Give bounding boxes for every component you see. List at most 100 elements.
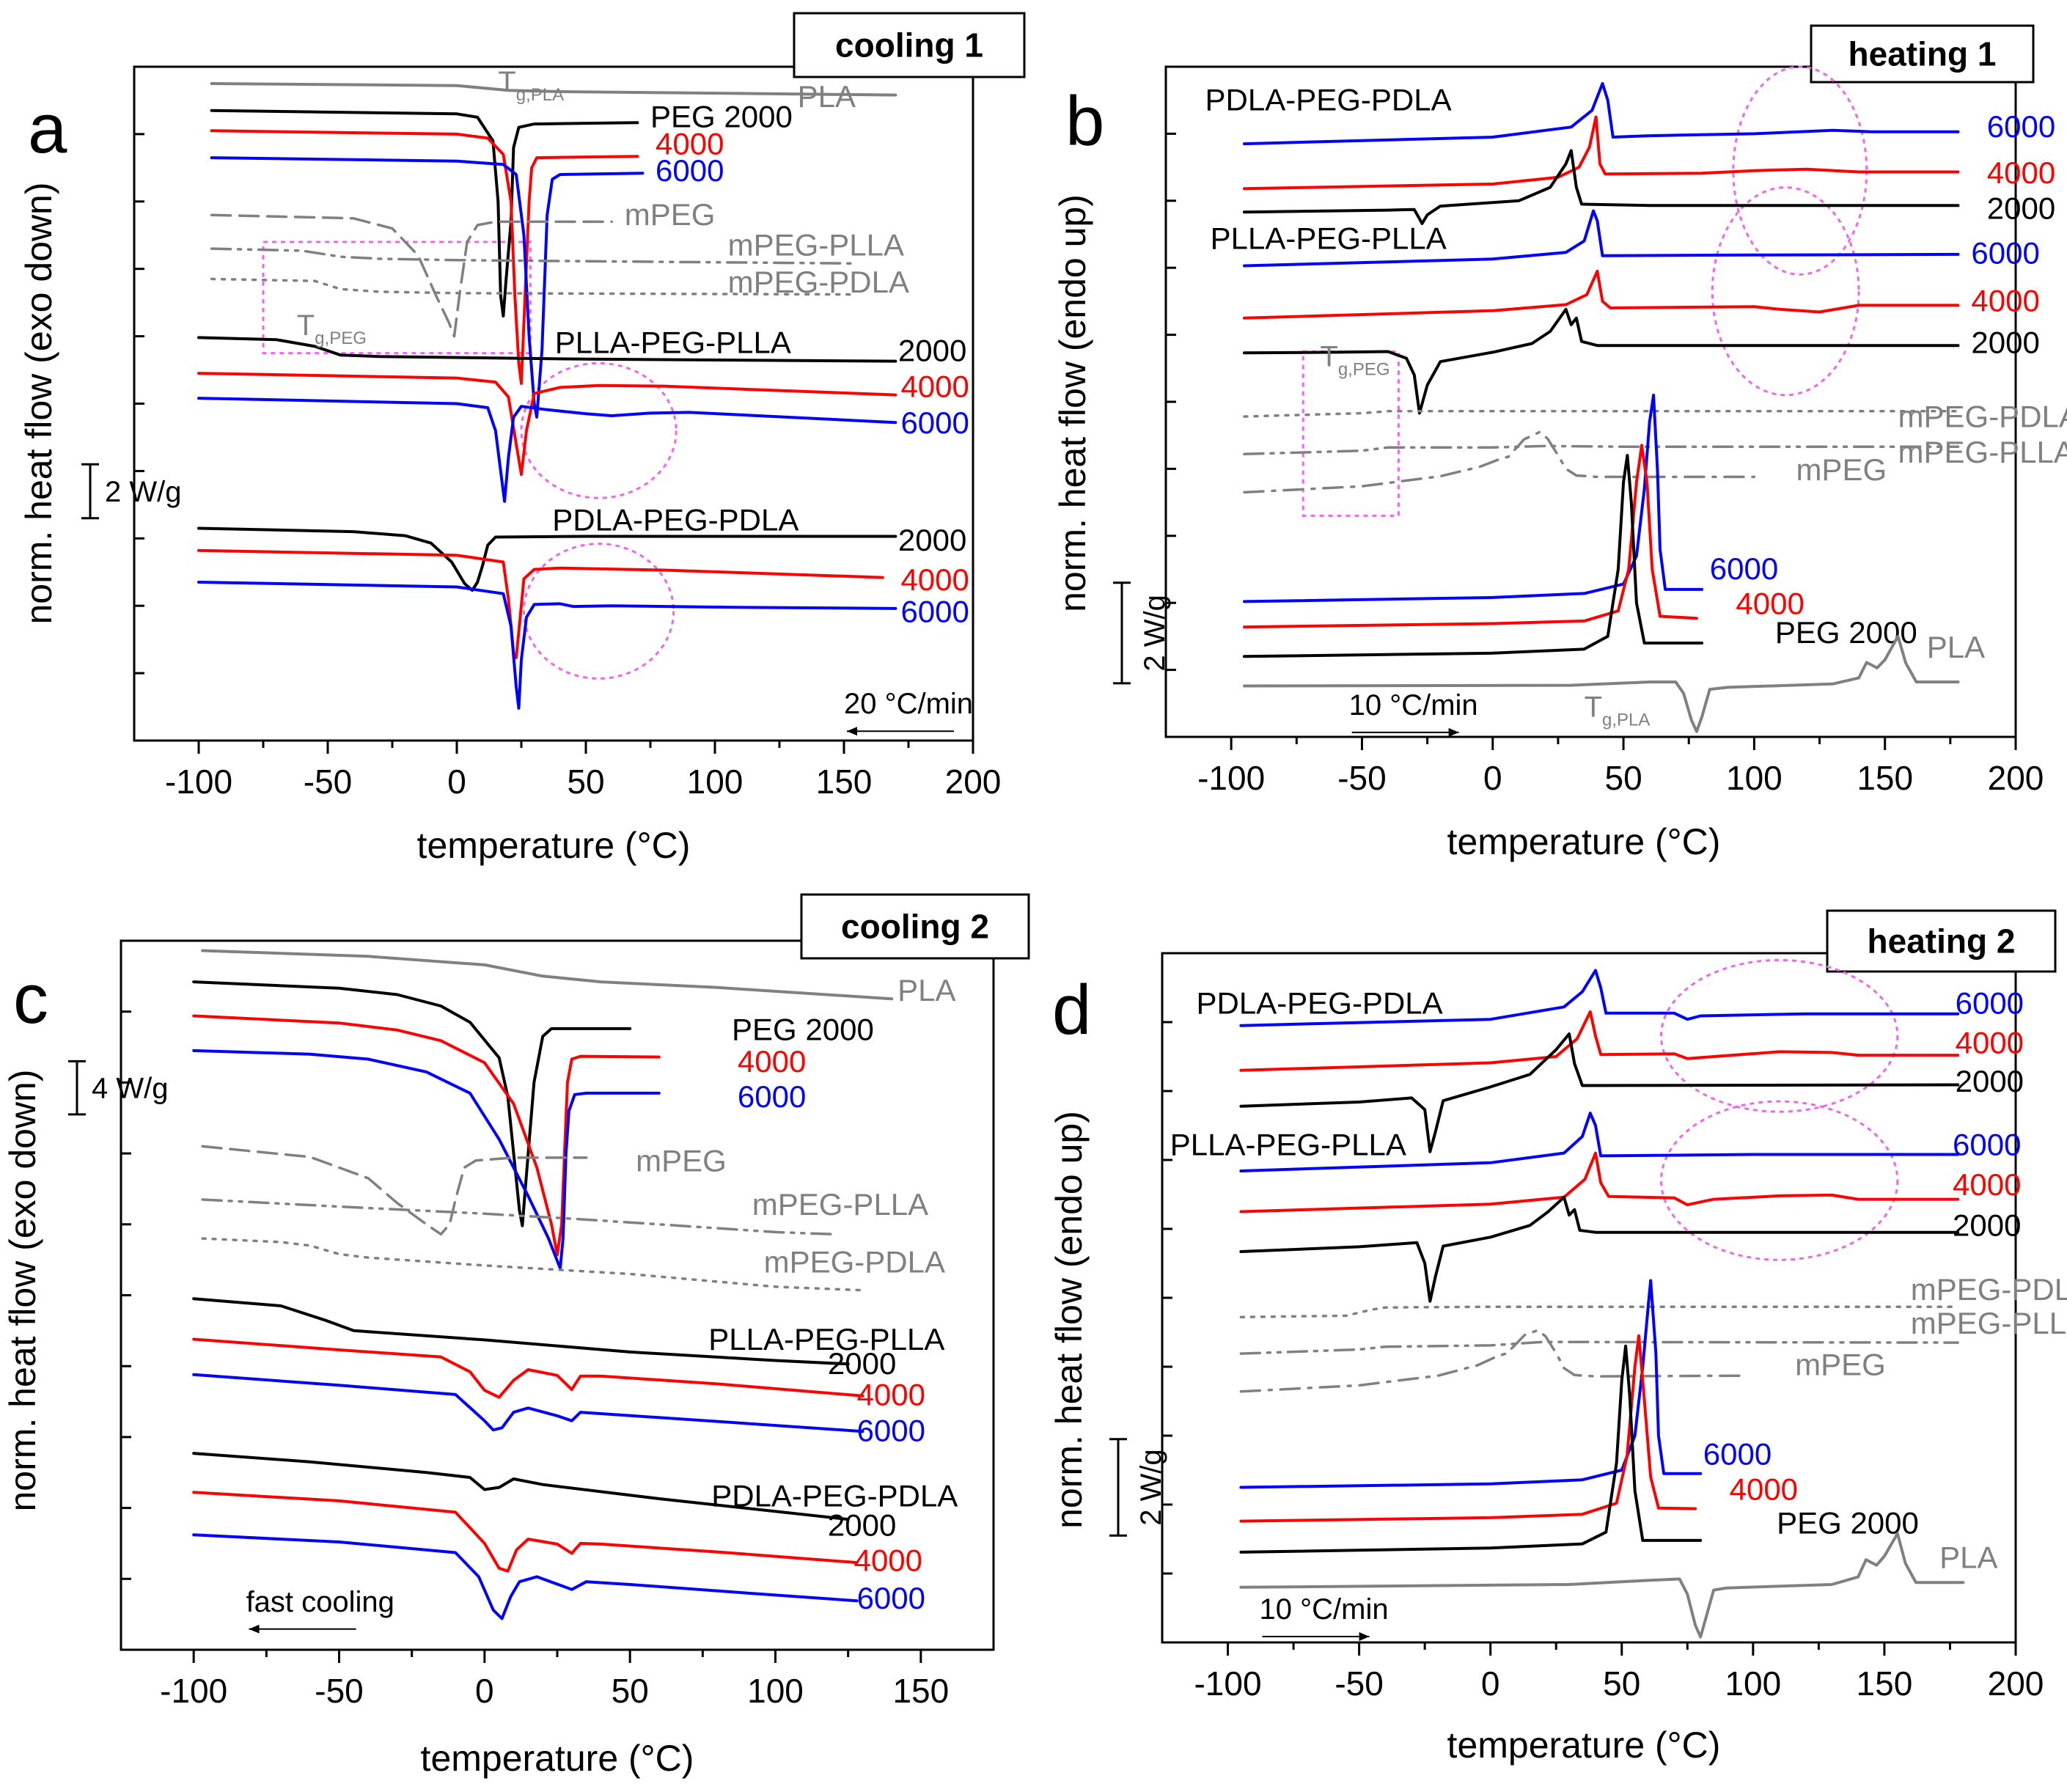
series-line: [201, 1145, 588, 1236]
panel-title-box: [1810, 24, 2035, 84]
panel-a: -100 -50 0 50 100 150 200 temperature (°C) norm.…: [18, 12, 1026, 866]
series-line: [1243, 209, 1960, 268]
series-line: [1239, 1151, 1960, 1213]
x-tick-label: 50: [1603, 1664, 1640, 1703]
series-label: mPEG-PDLA: [1898, 400, 2067, 434]
series-label: 2000: [828, 1508, 896, 1542]
x-tick-label: 200: [1988, 759, 2044, 797]
series-line: [1239, 1279, 1703, 1489]
series-line: [192, 1014, 661, 1257]
series-line: [1243, 430, 1756, 494]
series-line: [197, 372, 897, 476]
series-label: mPEG: [625, 197, 716, 232]
series-label: PEG 2000: [1777, 1505, 1919, 1540]
panel-title: heating 2: [1868, 922, 2016, 961]
series-label: PLA: [1927, 630, 1985, 664]
series-line: [1239, 1010, 1960, 1072]
series-label: mPEG: [1795, 1347, 1886, 1381]
panel-b: -100 -50 0 50 100 150 200 temperature (°C) norm.…: [1052, 24, 2067, 862]
x-tick-label: 50: [1604, 759, 1642, 797]
x-tick-label: -100: [1194, 1664, 1261, 1703]
series-label: 4000: [1971, 284, 2039, 318]
series-label: mPEG: [1796, 452, 1887, 487]
panel-title: heating 1: [1848, 35, 1997, 73]
group-label: PLLA-PEG-PLLA: [1170, 1127, 1406, 1161]
series-line: [201, 1198, 835, 1236]
series-line: [1243, 444, 1960, 456]
highlight-ellipse: [523, 543, 675, 680]
x-tick-label: 150: [1857, 1664, 1913, 1703]
series-line: [197, 336, 897, 363]
panel-title: cooling 1: [835, 26, 983, 65]
series-label: 4000: [1730, 1472, 1798, 1506]
series-label: 6000: [1971, 236, 2039, 271]
highlight-ellipse: [1732, 65, 1868, 276]
panel-c: -100 -50 0 50 100 150 temperature (°C) norm. he…: [2, 893, 1030, 1779]
series-label: 2000: [1953, 1208, 2021, 1242]
series-label: 4000: [900, 562, 969, 597]
x-tick-label: 150: [1857, 759, 1913, 797]
group-label: PDLA-PEG-PDLA: [711, 1479, 958, 1513]
series-line: [210, 247, 859, 265]
x-axis-title: temperature (°C): [417, 825, 691, 866]
x-tick-label: -100: [165, 763, 232, 801]
panel-title-box: [1826, 909, 2057, 973]
series-line: [1239, 1305, 1959, 1319]
y-axis-title: norm. heat flow (endo up): [1052, 194, 1093, 612]
series-line: [210, 82, 897, 97]
x-axis-title: temperature (°C): [1447, 821, 1721, 862]
series-label: mPEG-PDLA: [764, 1245, 945, 1279]
panel-letter: b: [1065, 82, 1104, 161]
series-line: [192, 1373, 864, 1433]
series-line: [1243, 410, 1960, 418]
series-label: 4000: [1736, 587, 1804, 621]
x-tick-label: -50: [1337, 759, 1386, 797]
x-tick-label: 100: [1726, 759, 1783, 797]
panel-letter: c: [13, 960, 48, 1038]
panel-title-box: [800, 893, 1030, 960]
series-line: [210, 129, 639, 385]
rate-label: fast cooling: [246, 1586, 394, 1618]
y-axis-title: norm. heat flow (endo up): [1049, 1111, 1090, 1529]
series-label: PLA: [897, 973, 955, 1007]
series-label: 6000: [1703, 1436, 1772, 1471]
group-label: PLLA-PEG-PLLA: [555, 326, 791, 360]
series-line: [1239, 1112, 1960, 1172]
x-tick-label: -50: [1334, 1664, 1383, 1703]
series-label: 6000: [738, 1079, 806, 1114]
scale-bar-label: 2 W/g: [1139, 595, 1171, 671]
x-axis-title: temperature (°C): [1447, 1725, 1721, 1766]
series-label: mPEG: [636, 1143, 727, 1178]
rate-label: 20 °C/min: [844, 688, 973, 720]
series-line: [210, 109, 639, 317]
series-label: 4000: [738, 1044, 806, 1079]
highlight-ellipse: [1659, 958, 1899, 1113]
rate-label: 10 °C/min: [1260, 1593, 1389, 1626]
series-label: mPEG-PLLA: [1898, 435, 2067, 469]
series-label: 4000: [900, 369, 969, 403]
tg-label: Tg,PLA: [1585, 691, 1651, 730]
group-label: PLLA-PEG-PLLA: [708, 1322, 944, 1356]
panel-letter: a: [28, 89, 67, 168]
series-line: [1239, 1344, 1703, 1554]
x-tick-label: 0: [447, 763, 466, 801]
series-line: [201, 949, 894, 1001]
series-label: mPEG-PLLA: [1911, 1306, 2067, 1340]
series-label: 4000: [656, 126, 724, 161]
series-line: [1243, 444, 1698, 629]
series-label: mPEG-PLLA: [728, 227, 904, 262]
series-label: mPEG-PLLA: [752, 1187, 928, 1222]
scale-bar-label: 2 W/g: [1135, 1449, 1167, 1525]
series-label: PLA: [798, 79, 856, 114]
series-label: 6000: [1956, 986, 2024, 1021]
series-line: [1243, 634, 1960, 733]
series-label: 2000: [898, 523, 966, 557]
scale-bar-label: 2 W/g: [105, 476, 181, 508]
series-label: 6000: [857, 1414, 925, 1448]
highlight-ellipse: [520, 361, 678, 499]
series-line: [192, 1452, 850, 1521]
x-tick-label: 50: [567, 763, 604, 801]
series-line: [1239, 1329, 1741, 1393]
series-line: [1239, 1532, 1965, 1639]
